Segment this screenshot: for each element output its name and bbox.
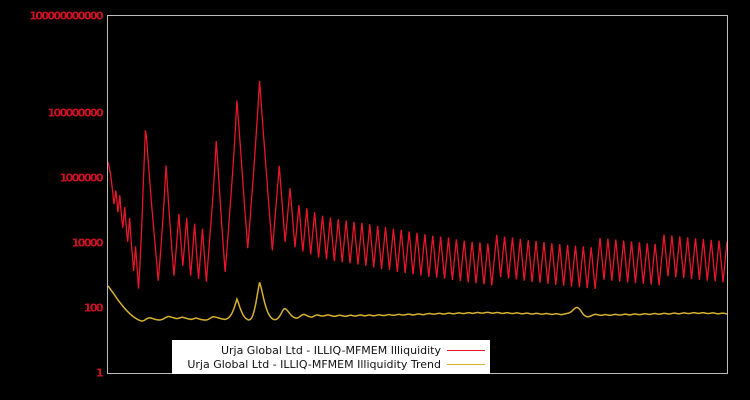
- legend-label-illiquidity-trend: Urja Global Ltd - ILLIQ-MFMEM Illiquidit…: [187, 357, 441, 371]
- y-tick-label: 100000000000: [29, 9, 103, 23]
- series-line: [108, 282, 727, 321]
- y-tick-label: 100000000: [47, 106, 104, 120]
- series-line: [108, 81, 727, 289]
- y-tick-label: 100: [83, 301, 104, 315]
- chart-legend: Urja Global Ltd - ILLIQ-MFMEM Illiquidit…: [172, 340, 490, 374]
- y-axis-tick-labels: 100000000000 100000000 1000000 10000 100 1: [0, 0, 107, 400]
- legend-entry-illiquidity-trend: Urja Global Ltd - ILLIQ-MFMEM Illiquidit…: [175, 357, 485, 371]
- plot-area: [107, 15, 728, 374]
- legend-swatch-illiquidity: [447, 349, 485, 351]
- series-lines: [108, 16, 727, 373]
- y-tick-label: 1000000: [59, 171, 104, 185]
- legend-swatch-illiquidity-trend: [447, 363, 485, 365]
- legend-entry-illiquidity: Urja Global Ltd - ILLIQ-MFMEM Illiquidit…: [175, 343, 485, 357]
- legend-label-illiquidity: Urja Global Ltd - ILLIQ-MFMEM Illiquidit…: [220, 343, 441, 357]
- y-tick-label: 10000: [71, 236, 104, 250]
- y-tick-label: 1: [95, 366, 104, 380]
